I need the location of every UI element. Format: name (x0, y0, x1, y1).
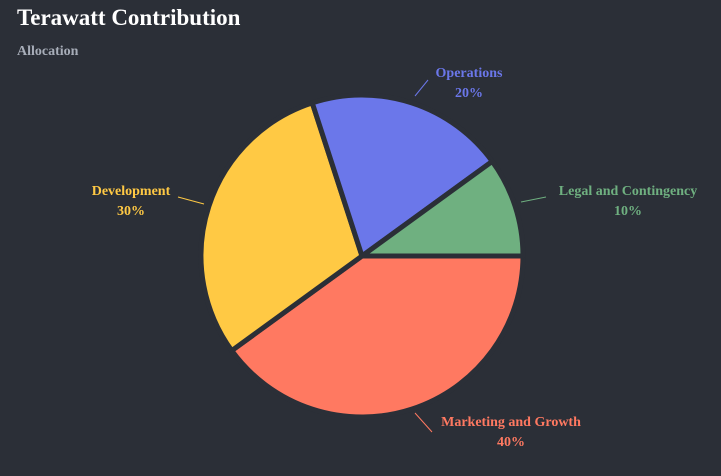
slice-value-development: 30% (117, 204, 145, 219)
slice-value-legal-and-contingency: 10% (614, 204, 642, 219)
leader-line-development (177, 196, 205, 205)
slice-value-marketing-and-growth: 40% (497, 435, 525, 450)
pie-slice-operations[interactable] (309, 92, 495, 259)
leader-line-operations (414, 79, 429, 97)
slice-label-legal-and-contingency: Legal and Contingency (559, 184, 697, 199)
pie-slice-legal-and-contingency[interactable] (359, 158, 526, 259)
leader-line-legal-and-contingency (520, 196, 547, 203)
pie-slice-marketing-and-growth[interactable] (229, 253, 526, 420)
pie-slices (198, 92, 526, 420)
slice-label-development: Development (92, 184, 171, 199)
pie-labels: Marketing and Growth 40% Development 30% Ope… (92, 66, 698, 450)
slice-value-operations: 20% (455, 86, 483, 101)
slice-label-marketing-and-growth: Marketing and Growth (441, 415, 581, 430)
chart-subtitle: Allocation (17, 44, 79, 59)
leader-line-marketing-and-growth (414, 412, 433, 433)
slice-label-operations: Operations (436, 66, 503, 81)
chart-title: Terawatt Contribution (17, 5, 241, 30)
pie-slice-development[interactable] (198, 100, 365, 354)
